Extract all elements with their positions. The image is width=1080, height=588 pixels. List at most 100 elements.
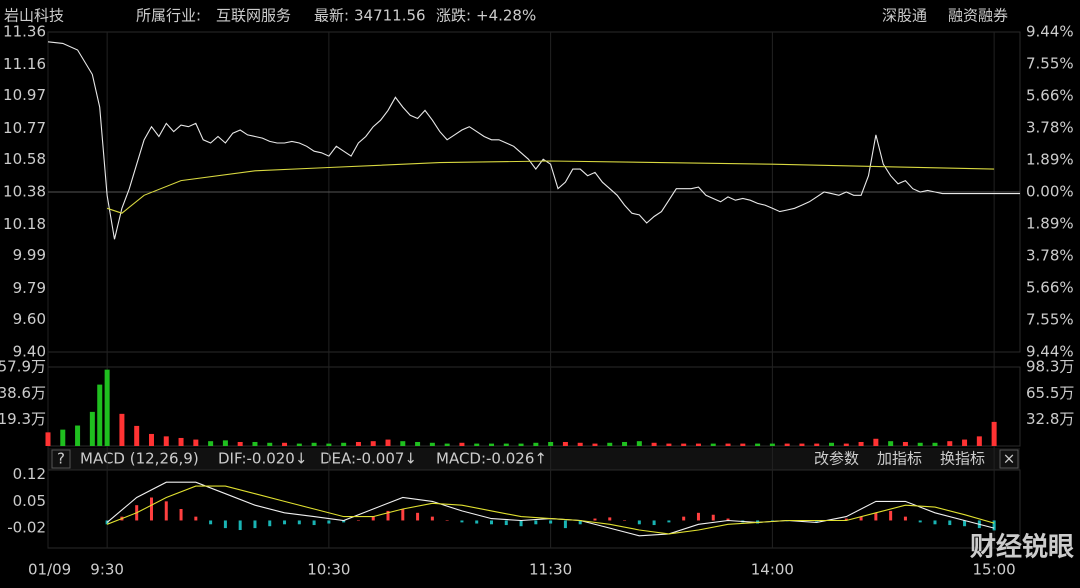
y-tick-label: 57.9万	[0, 358, 46, 376]
change-label: 涨跌:	[436, 7, 471, 25]
macd-bar	[164, 501, 168, 521]
macd-bar	[682, 516, 686, 521]
volume-bar	[533, 442, 539, 446]
industry-label: 所属行业:	[136, 7, 201, 25]
macd-bar	[549, 520, 553, 524]
volume-bar	[311, 442, 317, 446]
dif-label: DIF:-0.020↓	[218, 450, 307, 468]
macd-bar	[903, 516, 907, 521]
macd-bar	[578, 520, 582, 525]
macd-bar	[297, 520, 301, 525]
macd-bar	[312, 520, 316, 526]
y-tick-label: 0.12	[13, 465, 46, 483]
macd-bar	[504, 520, 508, 526]
y2-tick-label: 5.66%	[1026, 87, 1074, 105]
macd-bar	[371, 516, 375, 521]
volume-bar	[89, 411, 95, 446]
industry[interactable]: 互联网服务	[216, 7, 291, 25]
y-tick-label: 9.79	[13, 279, 46, 297]
macd-bar	[179, 509, 183, 521]
macd-bar	[563, 520, 567, 529]
volume-bar	[666, 443, 672, 446]
volume-bar	[829, 442, 835, 446]
y-tick-label: 9.60	[13, 310, 46, 328]
watermark: 财经锐眼	[970, 532, 1074, 563]
y-tick-label: 11.36	[3, 23, 46, 41]
volume-bar	[444, 443, 450, 446]
macd-bar	[327, 520, 331, 524]
latest-label: 最新:	[314, 7, 349, 25]
help[interactable]: ?	[57, 450, 65, 468]
macd-bar	[534, 520, 538, 525]
volume-bar	[814, 443, 820, 446]
volume-bar	[636, 441, 642, 446]
x-tick-label: 11:30	[529, 561, 572, 579]
macd-bar	[844, 518, 848, 521]
y-tick-label: -0.02	[7, 519, 46, 537]
macd-line	[106, 485, 995, 535]
y-tick-label: 10.18	[3, 215, 46, 233]
button[interactable]: 改参数	[814, 450, 859, 468]
macd-bar	[416, 512, 420, 521]
volume-bar	[503, 443, 509, 446]
volume-bar	[459, 442, 465, 446]
y-tick-label: 0.05	[13, 492, 46, 510]
volume-bar	[799, 443, 805, 446]
volume-bar	[75, 425, 81, 446]
volume-bar	[282, 442, 288, 446]
macd-bar	[667, 520, 671, 523]
latest: 34711.56	[354, 7, 426, 25]
volume-bar	[326, 443, 332, 446]
volume-bar	[252, 441, 258, 446]
volume-bar	[178, 437, 184, 446]
volume-bar	[962, 439, 968, 446]
tag[interactable]: 深股通	[882, 7, 927, 25]
volume-bar	[755, 443, 761, 446]
macd-bar	[149, 497, 153, 521]
stock-name: 岩山科技	[4, 7, 64, 25]
volume-bar	[902, 441, 908, 446]
macd-bar	[726, 518, 730, 521]
x-tick-label: 15:00	[973, 561, 1016, 579]
macd-bar	[652, 520, 656, 526]
y-tick-label: 19.3万	[0, 410, 46, 428]
macd-bar	[356, 520, 360, 521]
volume-bar	[385, 439, 391, 446]
macd-bar	[933, 520, 937, 525]
button[interactable]: 加指标	[877, 450, 922, 468]
y-tick-label: 38.6万	[0, 384, 46, 402]
macd-bar	[637, 520, 641, 525]
macd-bar	[460, 520, 464, 523]
macd-header-bar	[48, 448, 1020, 470]
volume-bar	[222, 440, 228, 446]
macd-bar	[238, 520, 242, 531]
volume-bar	[681, 443, 687, 446]
macd-bar	[711, 514, 715, 521]
y-tick-label: 10.97	[3, 86, 46, 104]
tag[interactable]: 融资融券	[948, 7, 1008, 25]
volume-bar	[45, 432, 51, 446]
price-line	[106, 160, 995, 214]
y2-tick-label: 65.5万	[1026, 384, 1074, 402]
macd-bar	[948, 520, 952, 526]
macd-bar	[992, 520, 996, 531]
y-tick-label: 9.40	[13, 343, 46, 361]
x-tick-label: 10:30	[307, 561, 350, 579]
macd-bar	[696, 512, 700, 521]
x-tick-label: 14:00	[751, 561, 794, 579]
macd-bar	[623, 520, 627, 521]
volume-bar	[341, 442, 347, 446]
close-icon[interactable]: ×	[1003, 450, 1016, 468]
dea-label: DEA:-0.007↓	[320, 450, 417, 468]
help-button[interactable]	[51, 449, 71, 469]
macd-bar	[401, 509, 405, 521]
volume-bar	[60, 429, 66, 446]
y2-tick-label: 5.66%	[1026, 278, 1074, 296]
volume-bar	[429, 442, 435, 446]
button[interactable]: 换指标	[940, 450, 985, 468]
close-button[interactable]	[999, 449, 1019, 469]
volume-bar	[355, 441, 361, 446]
volume-bar	[518, 443, 524, 446]
volume-bar	[134, 425, 140, 446]
volume-bar	[400, 441, 406, 446]
